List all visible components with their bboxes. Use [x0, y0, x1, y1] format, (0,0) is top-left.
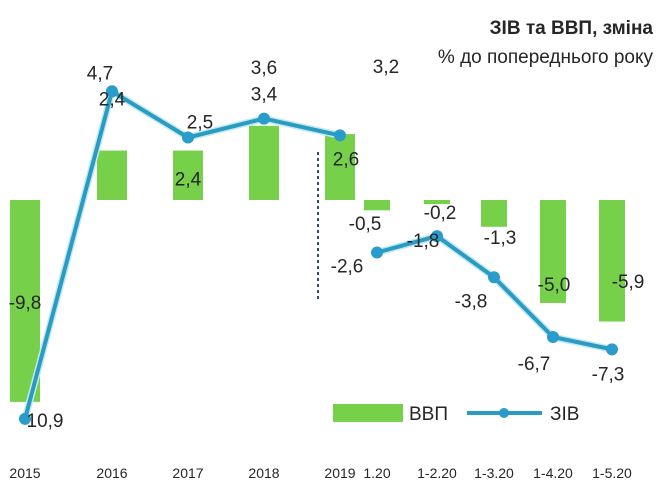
x-tick-label: 2018: [248, 465, 279, 481]
lines-group: [19, 85, 618, 425]
ziv-data-label: -1,8: [407, 231, 440, 252]
legend: ВВП ЗІВ: [333, 404, 579, 425]
gdp-bar: [424, 200, 450, 205]
ziv-marker: [606, 343, 618, 356]
ziv-line-glow: [21, 87, 341, 420]
x-tick-label: 1-2.20: [417, 465, 457, 481]
ziv-data-label: -2,6: [331, 257, 364, 278]
legend-label-gdp: ВВП: [409, 404, 448, 425]
x-tick-label: 2017: [172, 465, 203, 481]
gdp-bar: [173, 150, 203, 200]
ziv-line: [376, 234, 613, 352]
ziv-marker: [334, 129, 346, 142]
ziv-marker: [258, 112, 270, 125]
x-tick-label: 1-4.20: [533, 465, 573, 481]
gdp-data-label: 2,4: [99, 90, 126, 111]
ziv-marker: [547, 331, 559, 344]
ziv-line-glow: [376, 232, 613, 353]
legend-label-ziv: ЗІВ: [550, 404, 579, 425]
gdp-bar: [364, 200, 390, 211]
labels-group: -9,8 2,4 2,4 3,6 3,2 10,9 4,7 2,5 3,4 2,6 -0,5 -0,2…: [9, 57, 645, 432]
x-tick-label: 2019: [324, 465, 355, 481]
x-tick-label: 1.20: [363, 465, 390, 481]
ziv-data-label: 2,6: [333, 149, 359, 170]
ziv-marker: [19, 412, 31, 425]
gdp-data-label: -5,0: [538, 275, 571, 296]
ziv-marker: [488, 271, 500, 284]
ziv-marker: [106, 85, 118, 98]
ziv-data-label: -6,7: [518, 354, 551, 375]
gdp-data-label: 2,4: [175, 170, 202, 191]
chart-title: ЗІВ та ВВП, зміна: [489, 18, 653, 39]
ziv-data-label: 2,5: [187, 113, 213, 134]
bars-group: [10, 125, 625, 402]
legend-swatch-gdp: [333, 404, 403, 422]
gdp-data-label: -0,2: [424, 203, 457, 224]
ziv-data-label: 3,4: [251, 85, 278, 106]
ziv-data-label: -3,8: [455, 291, 488, 312]
ziv-marker: [431, 230, 443, 243]
ziv-marker: [371, 246, 383, 259]
gdp-data-label: -1,3: [484, 228, 517, 249]
x-tick-labels: 2015 2016 2017 2018 2019 1.20 1-2.20 1-3.20 1-4.…: [9, 465, 632, 481]
legend-marker-ziv: [499, 408, 509, 418]
gdp-data-label: 3,2: [373, 57, 399, 78]
gdp-bar: [540, 200, 566, 303]
gdp-bar: [249, 125, 279, 200]
ziv-line: [23, 89, 341, 420]
gdp-data-label: -9,8: [9, 293, 42, 314]
x-tick-label: 2016: [96, 465, 127, 481]
chart-subtitle: % до попереднього року: [437, 47, 653, 68]
gdp-data-label: -5,9: [612, 272, 645, 293]
ziv-data-label: 4,7: [87, 63, 113, 84]
gdp-bar: [97, 150, 127, 200]
gdp-data-label: 3,6: [251, 58, 277, 79]
gdp-bar: [481, 200, 507, 227]
gdp-data-label: -0,5: [349, 214, 382, 235]
x-tick-label: 1-5.20: [592, 465, 632, 481]
x-tick-label: 2015: [9, 465, 40, 481]
ziv-data-label: -7,3: [592, 364, 625, 385]
x-tick-label: 1-3.20: [474, 465, 514, 481]
gdp-bar: [599, 200, 625, 322]
ziv-marker: [182, 131, 194, 144]
ziv-data-label: 10,9: [27, 411, 64, 432]
gdp-bar: [325, 134, 355, 200]
